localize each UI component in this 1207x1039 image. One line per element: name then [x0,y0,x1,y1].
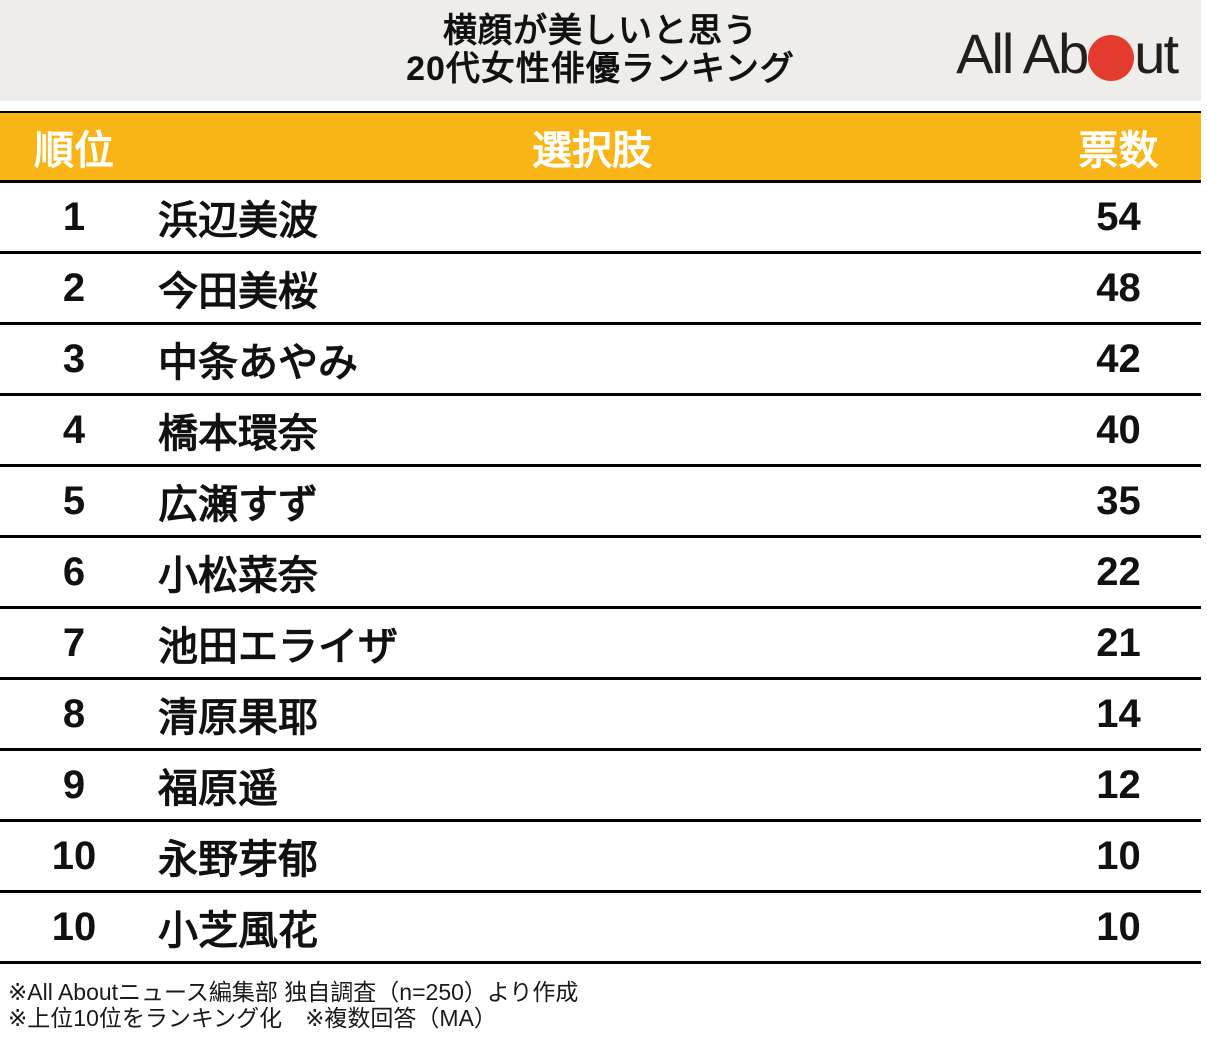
source-note-line1: ※All Aboutニュース編集部 独自調査（n=250）より作成 [8,979,579,1005]
all-about-logo: All Ab ut [956,22,1179,85]
votes-cell: 10 [1096,833,1141,878]
rank-cell: 3 [62,336,86,381]
name-cell: 福原遥 [158,767,278,811]
votes-cell: 14 [1096,691,1141,736]
name-cell: 小芝風花 [158,909,318,953]
header-table-gap [0,101,1201,111]
name-cell: 今田美桜 [158,270,318,314]
table-row: 5 広瀬すず 35 [0,467,1201,538]
ranking-table: 順位 選択肢 票数 1 浜辺美波 54 2 今田美桜 48 3 中条あやみ 42… [0,111,1201,964]
table-row: 1 浜辺美波 54 [0,183,1201,254]
votes-cell: 22 [1096,549,1141,594]
title-band: 横顔が美しいと思う 20代女性俳優ランキング All Ab ut [0,0,1201,101]
rank-cell: 4 [62,407,86,452]
votes-cell: 21 [1096,620,1141,665]
page-title: 横顔が美しいと思う 20代女性俳優ランキング [0,0,1201,88]
logo-text-right: ut [1134,22,1179,85]
table-row: 8 清原果耶 14 [0,680,1201,751]
name-cell: 池田エライザ [158,625,398,669]
rank-cell: 2 [62,265,86,310]
column-header-votes: 票数 [1078,128,1159,173]
name-cell: 小松菜奈 [158,554,318,598]
rank-cell: 6 [62,549,86,594]
votes-cell: 48 [1096,265,1141,310]
rank-cell: 7 [62,620,86,665]
votes-cell: 12 [1096,762,1141,807]
name-cell: 中条あやみ [158,341,358,385]
rank-cell: 8 [62,691,86,736]
rank-cell: 5 [62,478,86,523]
table-row: 10 永野芽郁 10 [0,822,1201,893]
name-cell: 橋本環奈 [158,412,318,456]
table-row: 2 今田美桜 48 [0,254,1201,325]
rank-cell: 9 [62,762,86,807]
name-cell: 永野芽郁 [158,838,318,882]
page-title-line2: 20代女性俳優ランキング [406,50,795,88]
rank-cell: 10 [51,904,97,949]
column-header-rank: 順位 [34,128,114,173]
rank-cell: 1 [62,194,86,239]
table-row: 3 中条あやみ 42 [0,325,1201,396]
votes-cell: 54 [1096,194,1141,239]
votes-cell: 40 [1096,407,1141,452]
votes-cell: 42 [1096,336,1141,381]
name-cell: 広瀬すず [158,483,318,527]
logo-text-left: All Ab [956,22,1089,85]
rank-cell: 10 [51,833,97,878]
page-title-line1: 横顔が美しいと思う [443,12,758,50]
name-cell: 浜辺美波 [158,199,318,243]
source-note-line2: ※上位10位をランキング化 ※複数回答（MA） [8,1005,497,1031]
table-row: 6 小松菜奈 22 [0,538,1201,609]
table-header-row: 順位 選択肢 票数 [0,113,1201,183]
column-header-choice: 選択肢 [532,128,652,173]
votes-cell: 35 [1096,478,1141,523]
votes-cell: 10 [1096,904,1141,949]
table-row: 9 福原遥 12 [0,751,1201,822]
table-row: 4 橋本環奈 40 [0,396,1201,467]
table-row: 7 池田エライザ 21 [0,609,1201,680]
source-notes: ※All Aboutニュース編集部 独自調査（n=250）より作成 ※上位10位… [0,964,1201,1031]
logo-red-circle-icon [1088,35,1135,81]
name-cell: 清原果耶 [158,696,318,740]
table-row: 10 小芝風花 10 [0,893,1201,964]
